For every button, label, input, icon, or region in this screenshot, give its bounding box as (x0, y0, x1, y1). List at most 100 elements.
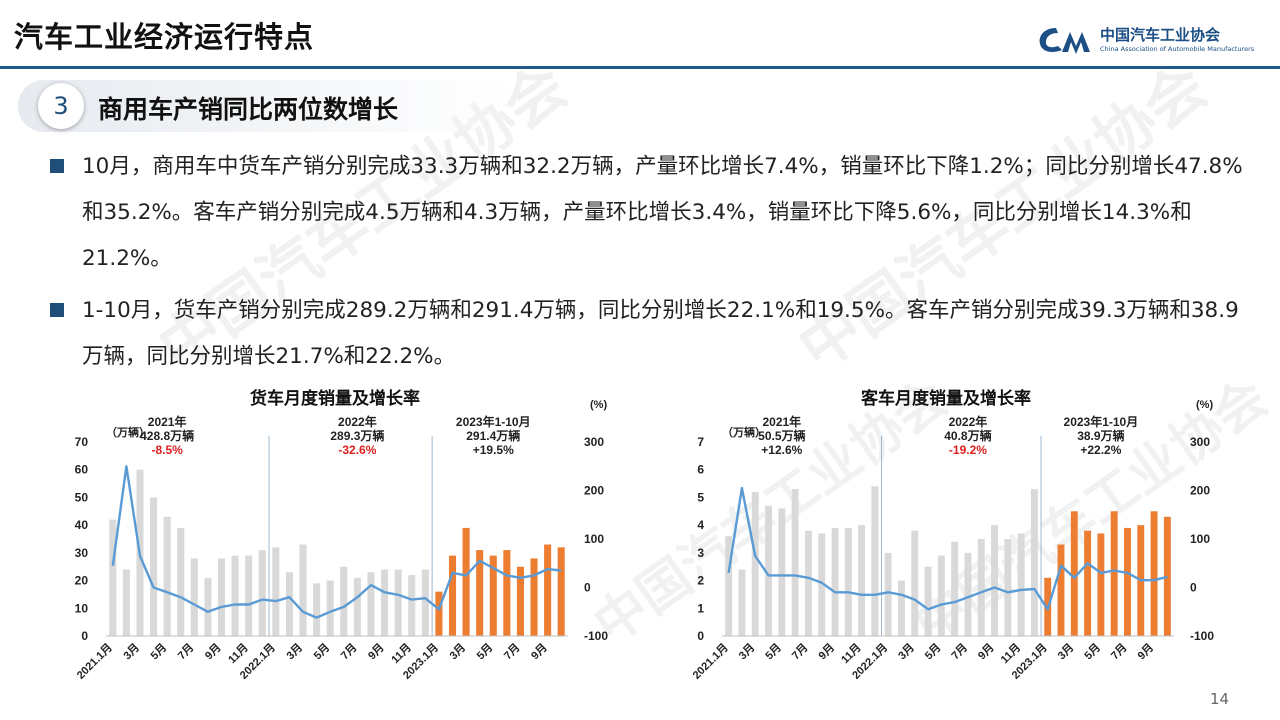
y-tick-left: 4 (697, 518, 704, 532)
caam-logo-icon (1039, 28, 1090, 54)
bar (751, 491, 759, 636)
paragraph-text: 1-10月，货车产销分别完成289.2万辆和291.4万辆，同比分别增长22.1… (82, 298, 1239, 369)
bar (898, 580, 905, 636)
bar (1070, 511, 1078, 636)
bar (190, 558, 198, 636)
x-tick-label: 5月 (148, 641, 169, 662)
y-tick-left: 40 (75, 518, 89, 532)
y-tick-left: 70 (75, 435, 89, 449)
y-tick-right: 200 (1190, 484, 1210, 498)
y-tick-left: 50 (75, 490, 89, 504)
bar (530, 558, 538, 636)
bar (231, 555, 239, 636)
y-tick-right: 300 (584, 435, 604, 449)
bar (313, 583, 321, 636)
y-tick-left: 6 (697, 463, 704, 477)
y-tick-left: 20 (75, 574, 89, 588)
bar (884, 552, 892, 636)
truck-sales-chart: 货车月度销量及增长率 （万辆） (%) 0 10 20 30 40 50 60 70 -100 0 100… (60, 382, 630, 702)
annotation-total: 428.8万辆 (140, 428, 194, 443)
annotation-total: 40.8万辆 (944, 428, 991, 443)
bar (408, 575, 416, 636)
bar (217, 558, 226, 636)
y-tick-left: 5 (697, 490, 704, 504)
x-tick-label: 5月 (922, 641, 943, 662)
x-tick-label: 3月 (121, 641, 142, 662)
logo-text-en: China Association of Automobile Manufact… (1100, 45, 1255, 53)
bar (163, 516, 171, 636)
x-tick-label: 9月 (1135, 641, 1156, 662)
y-tick-right: -100 (584, 629, 608, 643)
bar (791, 489, 799, 636)
bar (421, 569, 429, 636)
annotation-growth: -32.6% (338, 443, 376, 457)
paragraph-2: 1-10月，货车产销分别完成289.2万辆和291.4万辆，同比分别增长22.1… (50, 288, 1246, 380)
bar (340, 566, 348, 636)
y-tick-right: 300 (1190, 435, 1210, 449)
bar (977, 539, 985, 636)
y-tick-left: 0 (81, 629, 88, 643)
chart-svg: 货车月度销量及增长率 （万辆） (%) 0 10 20 30 40 50 60 70 -100 0 100… (74, 388, 608, 682)
y-tick-right: 0 (1190, 581, 1197, 595)
bullet-square-icon (50, 303, 64, 317)
bar (489, 555, 497, 636)
bar (1030, 489, 1038, 636)
bar (353, 577, 361, 636)
bar (765, 505, 772, 636)
y-axis-label-left: （万辆） (106, 425, 150, 439)
bar (1110, 511, 1118, 636)
bar (326, 580, 334, 636)
x-tick-label: 7月 (175, 641, 196, 662)
bar (818, 533, 826, 636)
y-tick-left: 10 (75, 601, 89, 615)
bar (937, 555, 945, 636)
bar (831, 527, 839, 636)
x-tick-label: 7月 (1108, 641, 1129, 662)
bar (991, 525, 998, 636)
bar (1017, 533, 1025, 636)
x-tick-label: 3月 (1055, 641, 1076, 662)
bar (871, 486, 879, 636)
growth-rate-line (111, 465, 562, 619)
y-axis-label-left: （万辆） (722, 425, 766, 439)
section-banner (18, 80, 518, 132)
annotation-year: 2022年 (949, 414, 988, 429)
bar (448, 555, 457, 636)
y-axis-label-right: (%) (590, 399, 607, 411)
bar (911, 530, 919, 636)
bar (778, 508, 786, 636)
x-tick-label: 3月 (284, 641, 305, 662)
x-tick-label: 7月 (501, 641, 522, 662)
x-tick-label: 7月 (789, 641, 810, 662)
x-tick-label: 3月 (447, 641, 468, 662)
bar (245, 555, 253, 636)
page-number: 14 (1210, 690, 1230, 708)
x-tick-label: 3月 (736, 641, 757, 662)
bar (503, 550, 511, 636)
y-tick-right: 100 (1190, 532, 1210, 546)
y-tick-right: 0 (584, 581, 591, 595)
bar (285, 572, 293, 636)
bar (1097, 533, 1105, 636)
bar (462, 527, 470, 636)
y-tick-left: 30 (75, 546, 89, 560)
logo-text-cn: 中国汽车工业协会 (1100, 26, 1221, 44)
y-tick-right: 200 (584, 484, 604, 498)
page-title: 汽车工业经济运行特点 (14, 20, 315, 54)
bullet-square-icon (50, 159, 64, 173)
bar (367, 572, 375, 636)
annotation-total: 291.4万辆 (466, 428, 520, 443)
bar (1124, 527, 1131, 636)
x-tick-label: 11月 (389, 641, 414, 666)
bar (1004, 539, 1012, 636)
caam-logo: 中国汽车工业协会 China Association of Automobile… (1036, 20, 1254, 60)
bar (381, 569, 389, 636)
bar (557, 547, 565, 636)
y-tick-right: -100 (1190, 629, 1214, 643)
annotation-growth: -19.2% (949, 443, 987, 457)
y-tick-left: 0 (697, 629, 704, 643)
bar (204, 577, 212, 636)
section-title: 商用车产销同比两位数增长 (98, 95, 399, 124)
title-divider (0, 66, 1280, 69)
bar (109, 519, 117, 636)
